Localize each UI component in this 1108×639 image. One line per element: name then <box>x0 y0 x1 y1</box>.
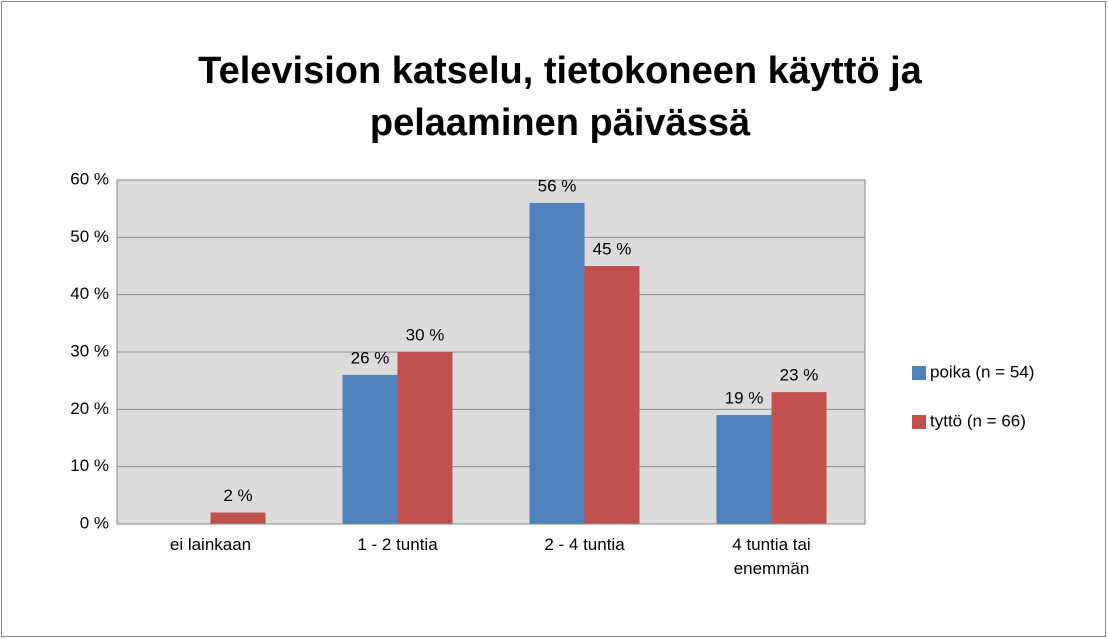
legend-label: poika (n = 54) <box>930 362 1034 381</box>
y-tick-label: 60 % <box>70 169 109 188</box>
data-label: 26 % <box>351 348 390 367</box>
bar <box>771 392 827 524</box>
y-tick-label: 50 % <box>70 227 109 246</box>
bar <box>342 374 398 524</box>
bar <box>584 266 640 524</box>
data-label: 56 % <box>538 176 577 195</box>
y-tick-label: 20 % <box>70 399 109 418</box>
y-tick-label: 10 % <box>70 456 109 475</box>
x-tick-label: 1 - 2 tuntia <box>357 535 438 554</box>
data-label: 2 % <box>223 486 252 505</box>
y-tick-label: 40 % <box>70 284 109 303</box>
data-label: 23 % <box>780 366 819 385</box>
bar <box>397 352 453 524</box>
y-tick-label: 0 % <box>80 513 109 532</box>
bar <box>529 202 585 524</box>
x-tick-label: 4 tuntia tai enemmän <box>732 535 810 578</box>
y-tick-label: 30 % <box>70 341 109 360</box>
bar <box>716 415 772 524</box>
data-label: 45 % <box>593 239 632 258</box>
legend-swatch <box>912 366 926 380</box>
data-label: 30 % <box>406 325 445 344</box>
legend-label: tyttö (n = 66) <box>930 411 1026 430</box>
bar <box>210 512 266 524</box>
data-label: 19 % <box>725 389 764 408</box>
chart-title: Television katselu, tietokoneen käyttö j… <box>198 50 922 144</box>
x-tick-label: 2 - 4 tuntia <box>544 535 625 554</box>
legend-swatch <box>912 415 926 429</box>
x-tick-label: ei lainkaan <box>170 535 251 554</box>
